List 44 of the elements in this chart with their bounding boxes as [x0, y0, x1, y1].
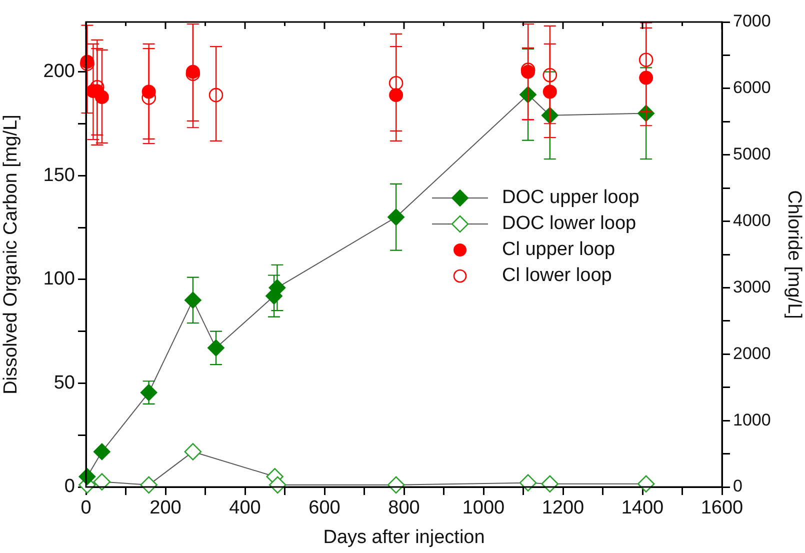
point [389, 88, 404, 102]
x-tick-label: 400 [229, 498, 261, 519]
point [93, 473, 111, 490]
x-tick-label: 800 [388, 498, 420, 519]
point [140, 476, 158, 494]
x-tick-label: 1400 [621, 498, 664, 519]
point [142, 84, 156, 99]
point [541, 475, 559, 493]
y2-tick-label: 5000 [733, 144, 771, 164]
y2-tick-label: 4000 [733, 210, 771, 230]
y-tick-label: 50 [54, 372, 75, 394]
y2-tick-label: 3000 [733, 277, 771, 296]
y-tick-label: 100 [43, 268, 75, 290]
point [93, 443, 110, 460]
x-tick-label: 200 [150, 498, 182, 519]
legend-label: Cl upper loop [502, 238, 616, 260]
point [639, 70, 654, 85]
point [207, 339, 224, 356]
point [519, 474, 537, 492]
y-axis-title: Dissolved Organic Carbon [mg/L] [0, 114, 22, 394]
legend-label: DOC lower loop [502, 212, 636, 234]
y2-axis-title: Chloride [mg/L] [783, 190, 804, 319]
y-tick-label: 0 [64, 476, 75, 498]
y2-tick-label: 1000 [733, 410, 771, 430]
point [184, 443, 202, 460]
y2-tick-label: 2000 [733, 344, 771, 363]
point [388, 208, 405, 226]
legend-label: DOC upper loop [502, 186, 640, 208]
x-tick-label: 600 [308, 498, 340, 519]
x-tick-label: 1000 [462, 498, 505, 519]
y-tick-label: 150 [43, 164, 75, 186]
point [208, 88, 224, 102]
legend-label: Cl lower loop [502, 264, 612, 286]
point [637, 475, 655, 493]
x-tick-label: 0 [80, 498, 92, 519]
point [638, 52, 654, 68]
y2-tick-label: 0 [733, 476, 742, 496]
y-tick-label: 200 [43, 61, 75, 82]
y2-tick-label: 6000 [733, 78, 771, 98]
point [542, 84, 557, 99]
x-tick-label: 1600 [700, 498, 744, 519]
x-axis-title: Days after injection [323, 526, 485, 548]
x-tick-label: 1200 [542, 498, 584, 519]
y2-tick-label: 7000 [733, 12, 771, 31]
